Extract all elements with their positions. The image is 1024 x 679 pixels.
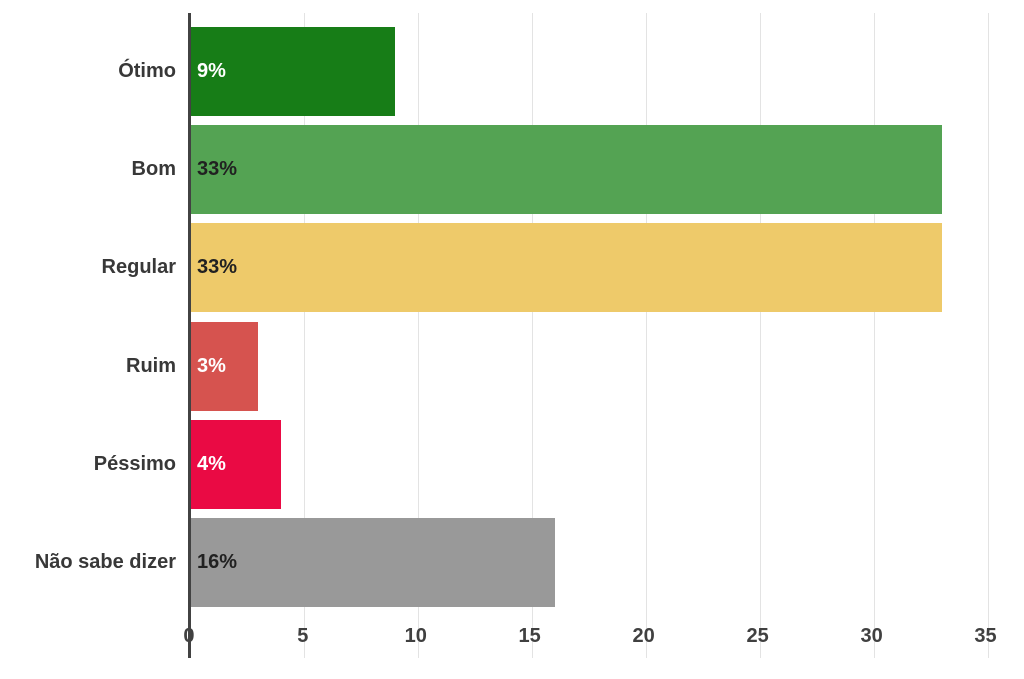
category-label: Ruim [126, 354, 176, 377]
bar: 16% [190, 518, 555, 608]
bar-row: 4% [190, 415, 1006, 513]
bar-row: 3% [190, 317, 1006, 415]
category-label: Bom [131, 157, 176, 180]
bar: 3% [190, 321, 259, 411]
bar-row: 9% [190, 22, 1006, 120]
bar: 4% [190, 419, 282, 509]
bar-row: 33% [190, 219, 1006, 317]
x-tick-label: 5 [297, 625, 309, 647]
x-tick-label: 10 [404, 625, 427, 647]
x-tick-label: 30 [860, 625, 883, 647]
category-axis: Ótimo Bom Regular Ruim Péssimo Não sabe dizer [0, 22, 176, 612]
bar-value-label: 33% [197, 157, 238, 180]
bar-value-label: 16% [197, 551, 238, 574]
gridline [759, 13, 761, 658]
category-label: Péssimo [93, 452, 176, 475]
gridline [987, 13, 989, 658]
x-tick-label: 25 [746, 625, 769, 647]
bar: 33% [190, 124, 943, 214]
gridline [873, 13, 875, 658]
category-label: Regular [101, 256, 176, 279]
gridline [417, 13, 419, 658]
bar: 33% [190, 223, 943, 313]
gridline [531, 13, 533, 658]
bar-row: 16% [190, 514, 1006, 612]
gridline [303, 13, 305, 658]
bar-value-label: 4% [197, 452, 226, 475]
category-label: Não sabe dizer [34, 551, 176, 574]
bar-row: 33% [190, 120, 1006, 218]
x-tick-label: 35 [974, 625, 997, 647]
category-label: Ótimo [118, 59, 176, 82]
bar-value-label: 3% [197, 354, 226, 377]
y-axis-line [188, 13, 191, 658]
bar-value-label: 33% [197, 256, 238, 279]
gridline [645, 13, 647, 658]
plot-area: 9% 33% 33% 3% 4% 16% 05101520253035 [183, 13, 1006, 658]
x-tick-label: 20 [632, 625, 655, 647]
bar-rows: 9% 33% 33% 3% 4% 16% [190, 22, 1006, 612]
bar: 9% [190, 26, 396, 116]
bar-value-label: 9% [197, 59, 226, 82]
x-tick-label: 15 [518, 625, 541, 647]
